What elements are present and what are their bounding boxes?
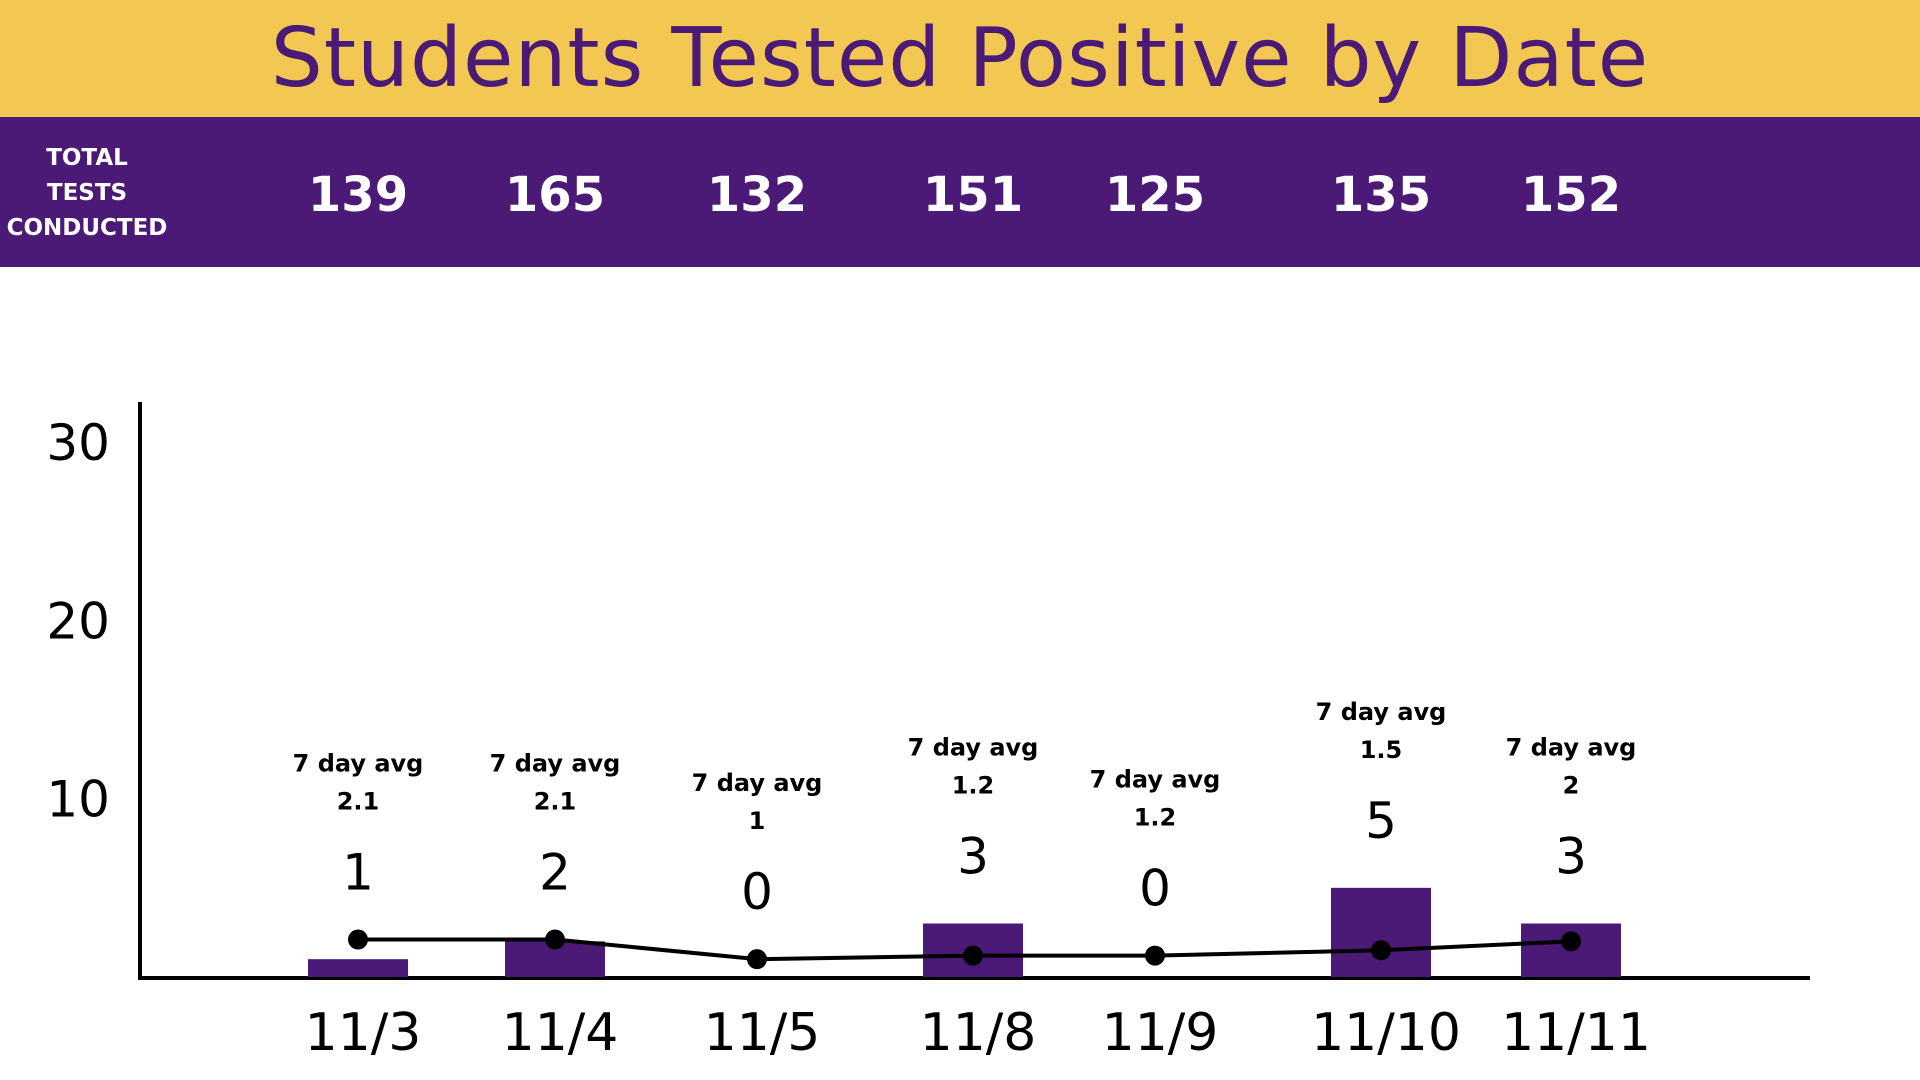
bar: [1331, 887, 1431, 977]
avg-caption: 7 day avg: [490, 750, 621, 778]
tests-count: 151: [922, 167, 1024, 223]
x-tick-label: 11/10: [1311, 1003, 1461, 1063]
avg-value-label: 2.1: [534, 788, 577, 816]
avg-point: [348, 929, 368, 950]
avg-value-label: 2: [1563, 772, 1580, 800]
tests-count: 165: [504, 167, 606, 223]
avg-caption: 7 day avg: [293, 750, 424, 778]
tests-label-line: TESTS: [46, 180, 128, 206]
x-tick-label: 11/8: [920, 1003, 1037, 1063]
bar: [308, 959, 408, 977]
tests-label-line: TOTAL: [46, 145, 128, 171]
avg-value-label: 1: [749, 807, 766, 835]
y-tick-label: 30: [46, 414, 110, 472]
x-tick-label: 11/3: [305, 1003, 422, 1063]
bar-value-label: 3: [1555, 828, 1587, 886]
title-bar: Students Tested Positive by Date: [0, 0, 1920, 117]
avg-point: [747, 949, 767, 970]
bar-value-label: 0: [1139, 860, 1171, 918]
chart-title: Students Tested Positive by Date: [270, 11, 1650, 106]
tests-label: TOTAL TESTS CONDUCTED: [0, 141, 174, 246]
avg-point: [1561, 931, 1581, 952]
x-tick-label: 11/5: [704, 1003, 821, 1063]
avg-caption: 7 day avg: [1090, 766, 1221, 794]
x-tick-label: 11/9: [1102, 1003, 1219, 1063]
bar-value-label: 5: [1365, 792, 1397, 850]
avg-point: [1371, 940, 1391, 961]
avg-value-label: 1.2: [1134, 804, 1177, 832]
bar-value-label: 1: [342, 844, 374, 902]
tests-count: 132: [706, 167, 808, 223]
bar-value-label: 2: [539, 844, 571, 902]
avg-value-label: 2.1: [337, 788, 380, 816]
x-tick-label: 11/4: [502, 1003, 619, 1063]
avg-point: [963, 945, 983, 966]
tests-count: 139: [307, 167, 409, 223]
tests-label-line: CONDUCTED: [6, 215, 168, 241]
avg-caption: 7 day avg: [1506, 734, 1637, 762]
avg-caption: 7 day avg: [692, 769, 823, 797]
y-tick-label: 10: [46, 771, 110, 829]
avg-caption: 7 day avg: [1316, 698, 1447, 726]
bar-value-label: 0: [741, 863, 773, 921]
tests-count: 125: [1104, 167, 1206, 223]
avg-point: [1145, 945, 1165, 966]
x-tick-label: 11/11: [1501, 1003, 1651, 1063]
bar-value-label: 3: [957, 828, 989, 886]
tests-bar: TOTAL TESTS CONDUCTED 139 165 132 151 125 135…: [0, 117, 1920, 267]
avg-value-label: 1.2: [952, 772, 995, 800]
avg-point: [545, 929, 565, 950]
avg-value-label: 1.5: [1360, 736, 1403, 764]
avg-caption: 7 day avg: [908, 734, 1039, 762]
tests-count: 135: [1330, 167, 1432, 223]
tests-count: 152: [1520, 167, 1622, 223]
y-tick-label: 20: [46, 592, 110, 650]
